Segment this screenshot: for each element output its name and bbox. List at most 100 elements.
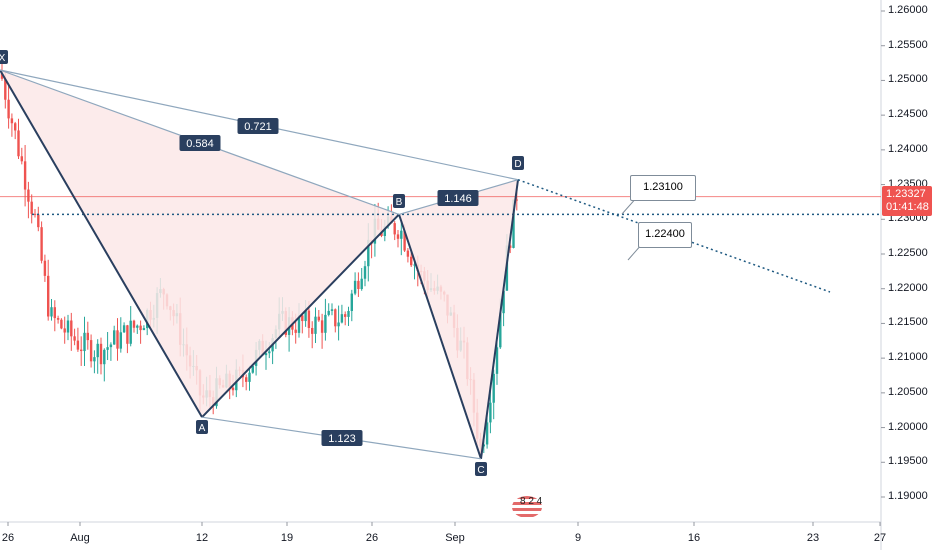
current-price-value: 1.23327 — [886, 188, 926, 200]
ab-leg — [201, 213, 400, 418]
point-badge — [475, 462, 487, 476]
date-tick-label: 9 — [574, 532, 582, 544]
candle-body — [119, 332, 122, 349]
candle-body — [40, 227, 43, 261]
candle-body — [20, 156, 23, 162]
price-tick-label: 1.25500 — [888, 38, 928, 51]
candle-body — [410, 256, 413, 266]
candle-body — [314, 316, 317, 334]
candle-body — [89, 340, 93, 362]
candle-body — [406, 250, 410, 257]
candle-body — [512, 199, 515, 248]
candle-body — [317, 316, 320, 321]
date-tick-label: 26 — [1, 532, 15, 544]
candle-body — [96, 343, 99, 358]
candle-body — [489, 402, 492, 423]
candle-body — [337, 322, 340, 327]
xab-triangle — [0, 70, 399, 418]
countdown-value: 01:41:48 — [886, 201, 929, 213]
candle-body — [330, 309, 334, 311]
price-tick-label: 1.20000 — [888, 420, 928, 433]
candle-body — [363, 266, 367, 279]
ratio-badge — [321, 430, 363, 446]
candle-body — [396, 234, 400, 239]
candle-body — [324, 314, 327, 333]
candle-body — [340, 314, 344, 323]
price-tick-label: 1.19500 — [888, 455, 928, 468]
candle-body — [499, 313, 502, 348]
candle-body — [37, 214, 40, 228]
candle-body — [344, 314, 347, 317]
date-tick-label: Aug — [70, 532, 90, 544]
candle-body — [86, 332, 89, 341]
candle-body — [304, 310, 307, 322]
candle-body — [76, 340, 80, 350]
point-label-c: C — [477, 465, 484, 476]
date-tick-label: 23 — [806, 532, 820, 544]
candle-body — [393, 223, 396, 235]
candle-body — [7, 99, 10, 119]
candle-body — [307, 310, 311, 328]
candle-body — [383, 226, 386, 237]
candle-body — [320, 320, 324, 333]
candle-body — [23, 161, 27, 190]
candle-body — [113, 330, 116, 345]
candle-body — [327, 310, 330, 315]
point-badge — [0, 50, 8, 64]
candle-body — [357, 280, 360, 290]
candle-body — [103, 349, 106, 365]
candle-body — [126, 325, 129, 344]
ratio-label: 0.584 — [186, 138, 214, 150]
candle-body — [60, 319, 63, 329]
point-label-a: A — [199, 423, 206, 434]
candle-body — [4, 78, 7, 100]
candle-body — [83, 332, 86, 352]
candle-body — [27, 189, 30, 202]
candle-body — [482, 444, 485, 447]
candle-body — [248, 372, 251, 382]
ratio-badge — [179, 135, 221, 151]
date-tick-label: 12 — [195, 532, 209, 544]
candle-body — [502, 290, 505, 314]
candle-body — [485, 422, 489, 445]
price-tick-label: 1.26000 — [888, 4, 928, 16]
price-tick-label: 1.21500 — [888, 316, 928, 329]
candle-body — [80, 349, 83, 352]
candle-body — [109, 344, 113, 348]
projection-label-2[interactable]: 1.22400 — [638, 222, 692, 248]
candle-body — [63, 328, 66, 333]
price-tick-label: 1.21000 — [888, 351, 928, 364]
bcd-triangle — [399, 179, 518, 459]
candle-body — [116, 330, 119, 349]
candle-body — [17, 130, 20, 157]
ratio-label: 1.146 — [444, 193, 472, 205]
ratio-badge — [237, 118, 279, 134]
candle-body — [231, 387, 235, 391]
point-badge — [393, 194, 405, 208]
price-tick-label: 1.19000 — [888, 490, 928, 502]
candle-body — [73, 336, 76, 341]
point-label-d: D — [514, 159, 521, 170]
candle-body — [43, 260, 47, 276]
candle-body — [93, 357, 96, 362]
candle-body — [403, 230, 406, 251]
point-label-x: X — [0, 53, 6, 64]
candle-body — [99, 343, 103, 365]
candle-body — [142, 328, 146, 331]
candle-body — [509, 245, 512, 248]
candle-body — [14, 123, 17, 131]
projection-label-1[interactable]: 1.23100 — [630, 175, 696, 201]
date-tick-label: 19 — [280, 532, 294, 544]
candle-body — [132, 320, 136, 328]
candle-body — [251, 365, 254, 373]
candle-body — [350, 293, 353, 311]
xa-leg — [0, 69, 203, 418]
date-tick-label: Sep — [445, 532, 465, 544]
candle-body — [129, 320, 132, 344]
projection-label-2-text: 1.22400 — [645, 228, 685, 240]
candle-body — [33, 213, 37, 215]
candle-body — [10, 118, 14, 124]
event-badge[interactable]: 8 2 4 — [512, 496, 548, 518]
candle-body — [294, 329, 297, 333]
